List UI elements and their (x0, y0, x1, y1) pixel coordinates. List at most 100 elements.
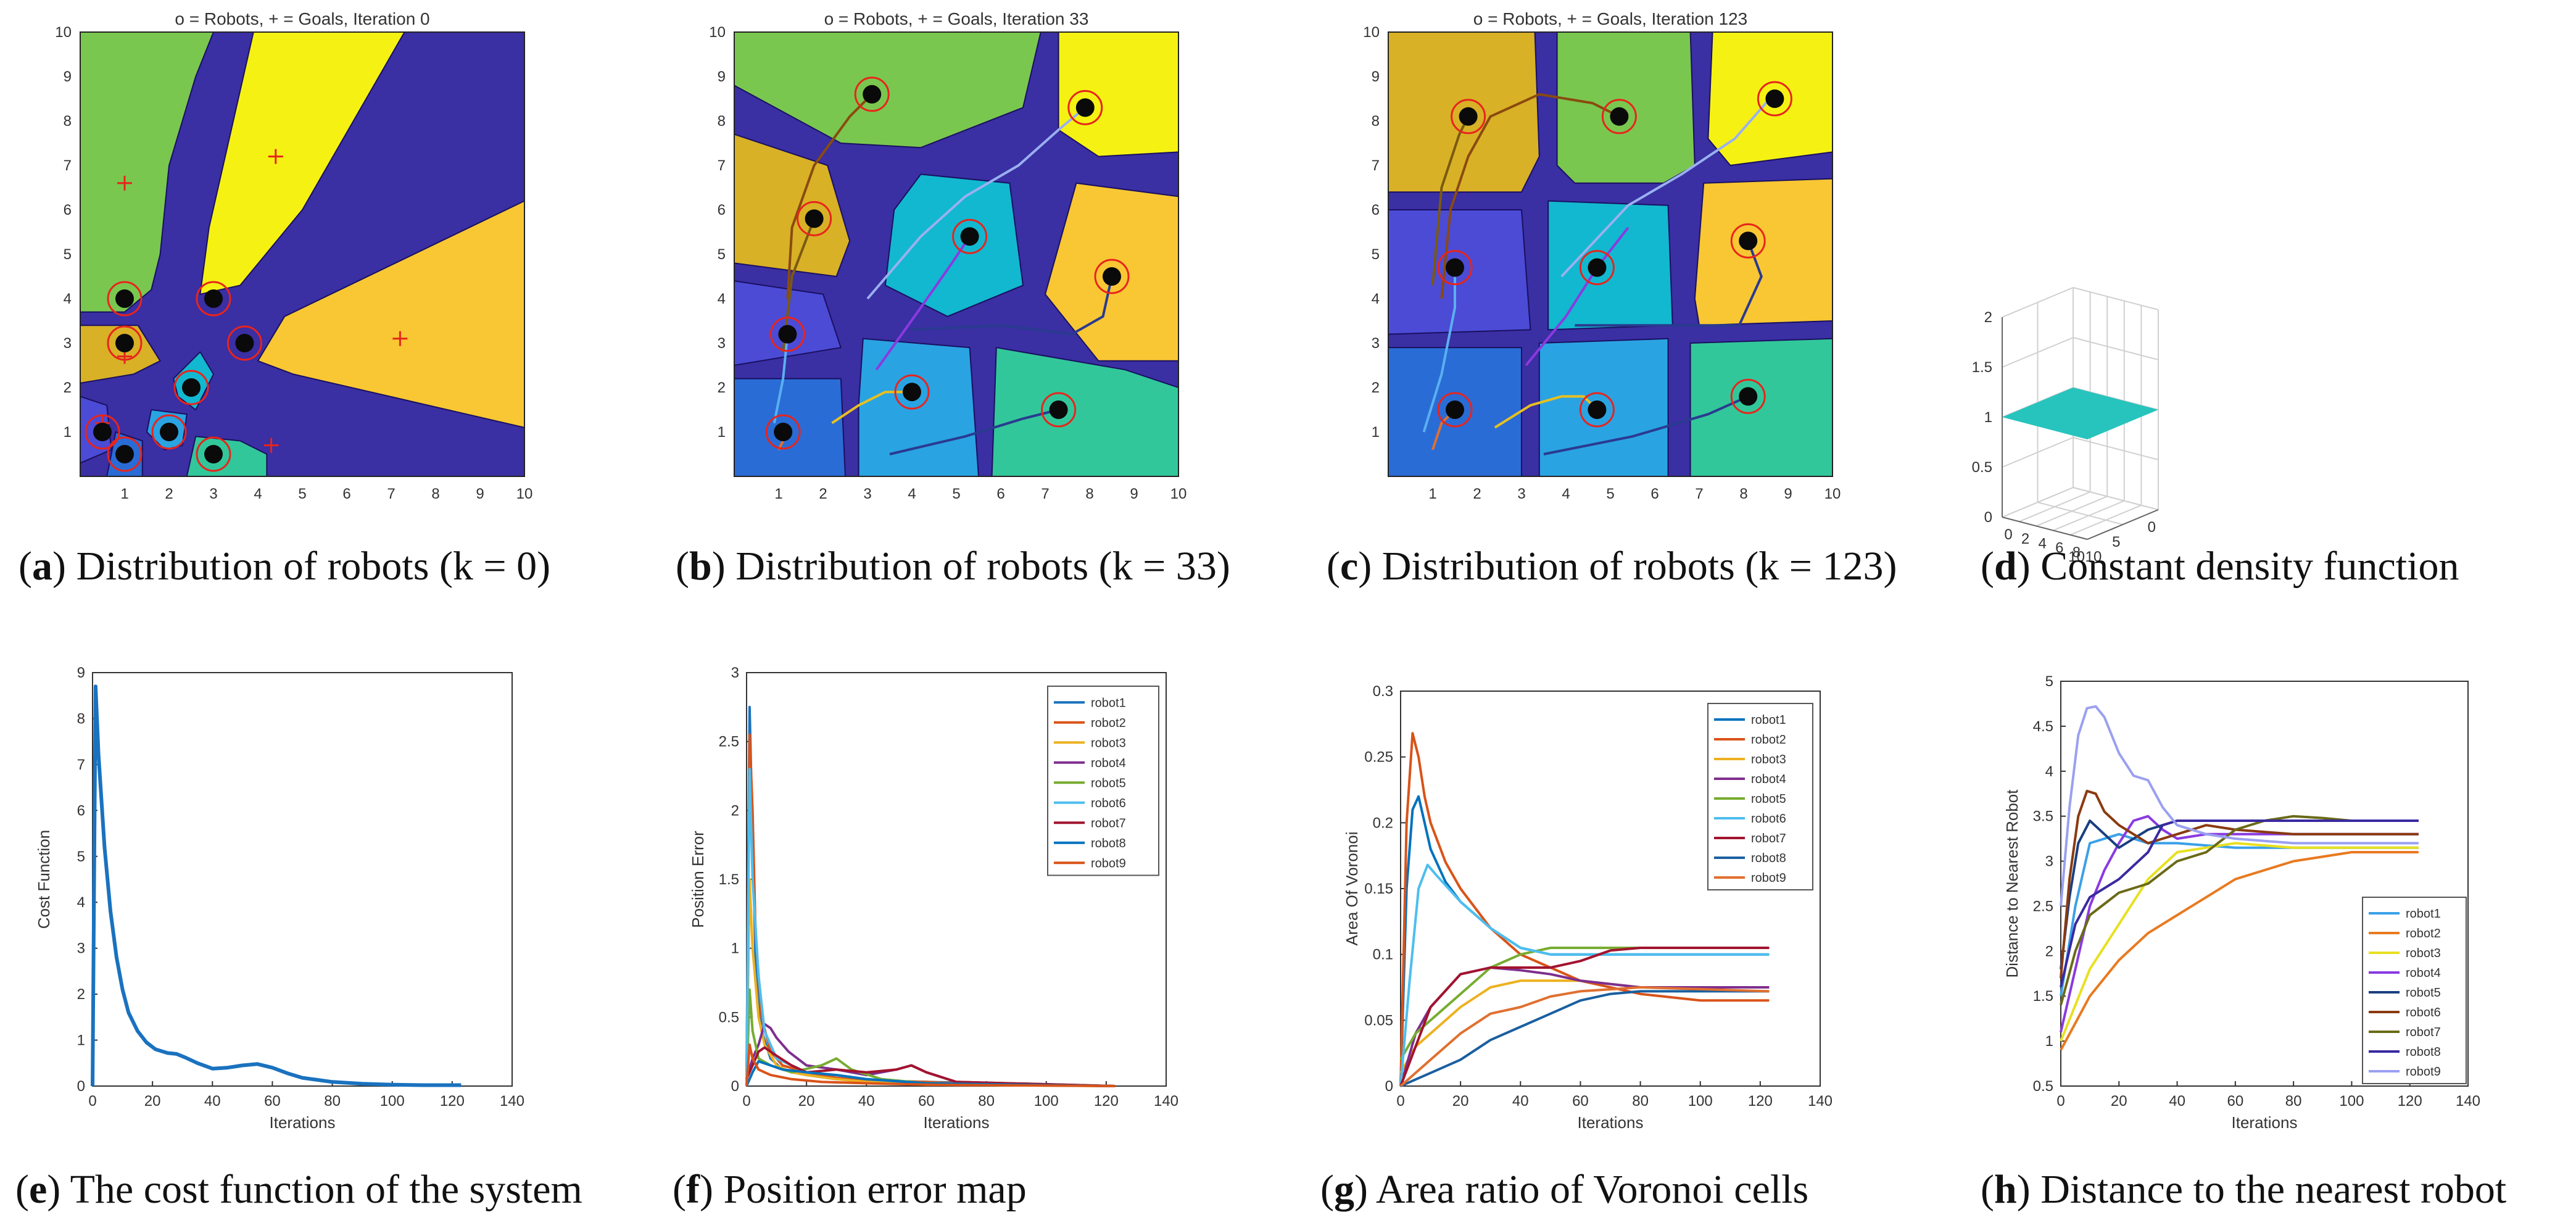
y-tick-label: 4 (2045, 763, 2053, 780)
z-tick-label: 2 (1984, 309, 1992, 326)
y-tick-label: 3 (1372, 335, 1380, 352)
nearest-robot-distance-chart: 0 20 40 60 80 100 120 140 0.5 1 1.5 2 2.5 3 3.5 4 4.5 5 It… (2003, 673, 2480, 1132)
x-tick-label: 6 (996, 486, 1004, 502)
robot-range-ring (107, 325, 143, 361)
caption-a: (a) Distribution of robots (k = 0) (19, 544, 551, 589)
robot-marker (93, 423, 112, 441)
series-line (1399, 947, 1770, 1087)
series-line (745, 1046, 1116, 1087)
voronoi-cell (257, 200, 525, 428)
z-gridline (2073, 287, 2159, 310)
y-tick-label: 1 (1372, 424, 1380, 441)
y-tick-label: 1 (731, 940, 739, 957)
y-tick-label: 5 (64, 246, 72, 263)
robot-range-ring (196, 281, 231, 317)
robot-marker (115, 289, 134, 308)
floor-gridline (2073, 487, 2159, 510)
series-line (745, 733, 1116, 1087)
x-tick-label: 100 (380, 1093, 405, 1110)
y-tick-label: 6 (1372, 202, 1380, 218)
robot-trajectory (866, 106, 1087, 300)
robot-range-ring (196, 436, 231, 472)
x-tick-label: 6 (1650, 486, 1659, 502)
robot-marker (1588, 400, 1607, 419)
x-tick-label: 40 (204, 1093, 221, 1110)
robot-range-ring (1041, 392, 1077, 428)
x-tick-label: 5 (1606, 486, 1614, 502)
panel-b: o = Robots, + = Goals, Iteration 33 1 2 3 4 5… (654, 0, 1296, 617)
robot-trajectory (831, 391, 912, 425)
x-tick-label: 4 (2039, 535, 2047, 552)
y-tick-label: 1.5 (2033, 988, 2053, 1005)
robot-range-ring (151, 414, 187, 450)
robot-range-ring (1730, 378, 1766, 414)
x-tick-label: 60 (2227, 1093, 2244, 1110)
robot-range-ring (1579, 392, 1615, 428)
robot-range-ring (1094, 259, 1130, 294)
caption-b: (b) Distribution of robots (k = 33) (676, 544, 1230, 589)
robot-marker (1739, 231, 1758, 251)
y-tick-label: 9 (64, 68, 72, 85)
y-tick-label: 10 (2068, 549, 2085, 565)
robot-range-ring (1730, 223, 1766, 259)
y-axis-label: Area Of Voronoi (1343, 832, 1361, 946)
density-surface (2002, 388, 2158, 439)
x-tick-label: 0 (1396, 1093, 1404, 1110)
x-tick-label: 1 (120, 486, 128, 502)
plot-frame (92, 672, 513, 1087)
robot-marker (1049, 400, 1068, 419)
y-tick-label: 8 (64, 113, 72, 130)
legend-label: robot2 (2406, 927, 2441, 940)
y-tick-label: 0.3 (1373, 683, 1393, 700)
x-tick-label: 2 (1473, 486, 1481, 502)
position-error-chart: 0 20 40 60 80 100 120 140 0 0.5 1 1.5 2 2.5 3 Iteration… (689, 665, 1178, 1132)
x-tick-label: 120 (1094, 1093, 1119, 1110)
goal-marker (117, 175, 132, 191)
legend-label: robot2 (1751, 733, 1786, 747)
robot-range-ring (1757, 81, 1792, 117)
x-tick-label: 0 (742, 1093, 750, 1110)
caption-c: (c) Distribution of robots (k = 123) (1327, 544, 1897, 589)
floor-gridline (2037, 502, 2123, 525)
x-tick-label: 2 (2021, 531, 2029, 547)
y-tick-label: 8 (718, 113, 726, 130)
x-tick-label: 4 (254, 486, 262, 502)
robot-marker (774, 423, 793, 441)
y-tick-label: 8 (1372, 113, 1380, 130)
z-tick-label: 0.5 (1972, 459, 1992, 476)
legend-label: robot9 (1091, 857, 1126, 870)
chart-title: o = Robots, + = Goals, Iteration 33 (824, 9, 1089, 28)
panel-a: o = Robots, + = Goals, Iteration 0 1 2 3 4 5 6… (0, 0, 642, 617)
voronoi-cell (1556, 31, 1696, 184)
robot-trajectory (1575, 240, 1763, 327)
robot-marker (1765, 89, 1784, 108)
x-tick-label: 8 (1085, 486, 1093, 502)
y-tick-label: 6 (718, 202, 726, 218)
x-tick-label: 10 (1170, 486, 1187, 502)
y-tick-label: 5 (2045, 673, 2053, 690)
x-tick-label: 3 (209, 486, 217, 502)
robot-range-ring (765, 414, 801, 450)
caption-h: (h) Distance to the nearest robot (1981, 1167, 2507, 1212)
y-tick-label: 2 (64, 380, 72, 396)
robot-range-ring (952, 218, 988, 254)
y-tick-label: 7 (718, 157, 726, 174)
robot-marker (1588, 258, 1607, 277)
x-tick-label: 9 (1784, 486, 1792, 502)
y-tick-label: 3 (2045, 853, 2053, 870)
x-tick-label: 80 (2285, 1093, 2302, 1110)
series-line (1399, 966, 1770, 1087)
series-line (745, 1043, 1116, 1087)
x-tick-label: 7 (387, 486, 395, 502)
y-tick-label: 0 (77, 1078, 85, 1095)
y-tick-label: 1 (64, 424, 72, 441)
y-tick-label: 0 (1385, 1078, 1393, 1095)
z-gridline (2073, 437, 2159, 460)
x-tick-label: 1 (774, 486, 782, 502)
panel-f: 0 20 40 60 80 100 120 140 0 0.5 1 1.5 2 2.5 3 Iteration… (654, 654, 1296, 1228)
series-line (91, 684, 462, 1087)
robot-marker (805, 209, 824, 228)
y-tick-label: 5 (1372, 246, 1380, 263)
y-tick-label: 4 (64, 291, 72, 307)
